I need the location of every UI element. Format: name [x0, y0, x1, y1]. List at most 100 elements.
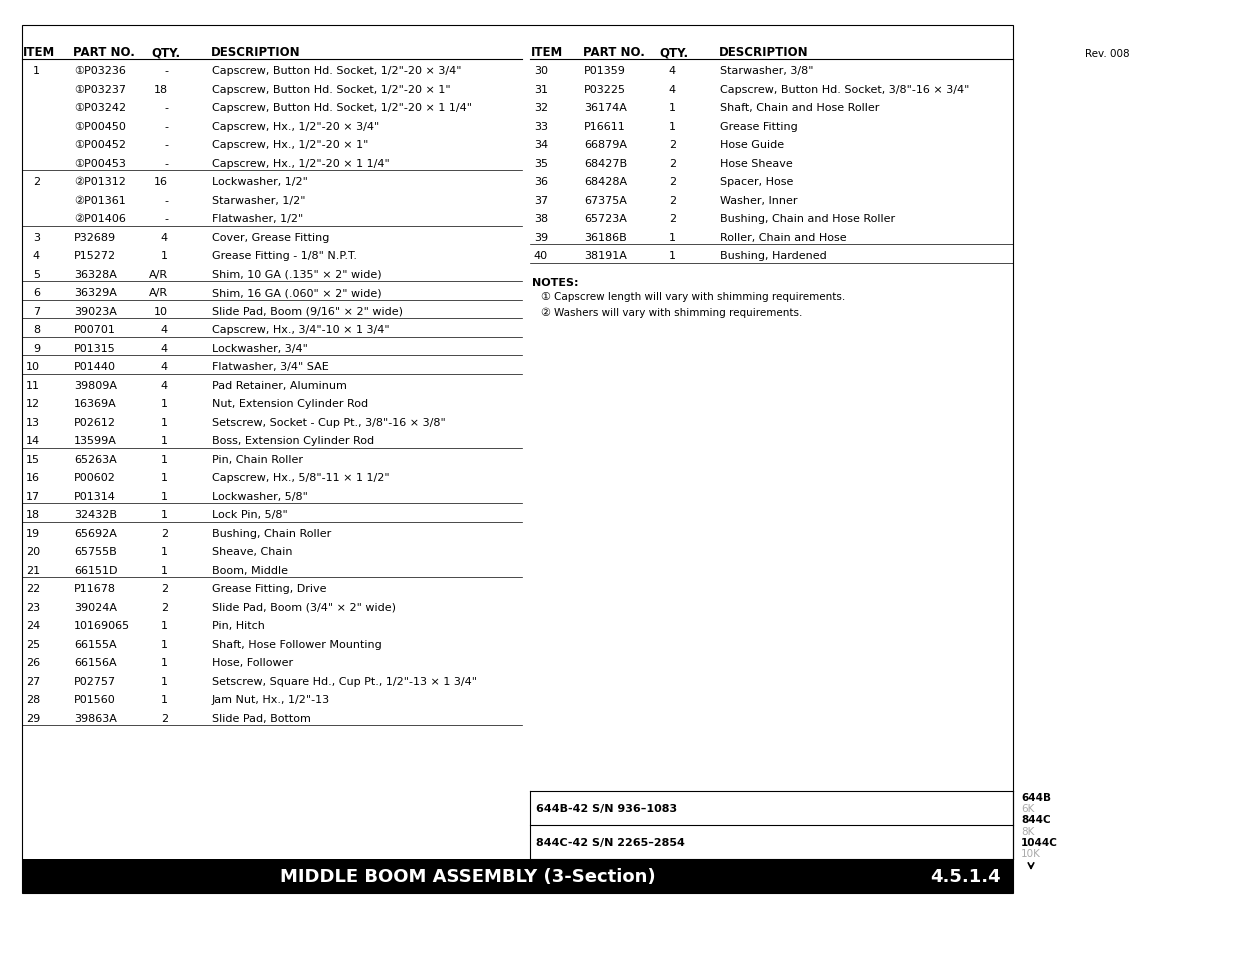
Text: 68427B: 68427B	[584, 159, 627, 169]
Text: 2: 2	[33, 177, 40, 188]
Text: 36186B: 36186B	[584, 233, 626, 243]
Text: Flatwasher, 3/4" SAE: Flatwasher, 3/4" SAE	[212, 362, 329, 372]
Text: 30: 30	[534, 67, 548, 76]
Text: ②P01361: ②P01361	[74, 195, 126, 206]
Text: Roller, Chain and Hose: Roller, Chain and Hose	[720, 233, 847, 243]
Text: 1: 1	[669, 103, 676, 113]
Text: 10K: 10K	[1021, 848, 1041, 859]
Text: Slide Pad, Boom (3/4" × 2" wide): Slide Pad, Boom (3/4" × 2" wide)	[212, 602, 396, 613]
Text: 24: 24	[26, 620, 40, 631]
Text: 4: 4	[669, 85, 676, 95]
Text: P02612: P02612	[74, 417, 116, 428]
Text: 1: 1	[669, 252, 676, 261]
Text: 2: 2	[669, 214, 676, 224]
Bar	[22, 26, 1013, 893]
Text: Grease Fitting: Grease Fitting	[720, 122, 798, 132]
Text: P03225: P03225	[584, 85, 626, 95]
Text: 65723A: 65723A	[584, 214, 627, 224]
Text: Setscrew, Socket - Cup Pt., 3/8"-16 × 3/8": Setscrew, Socket - Cup Pt., 3/8"-16 × 3/…	[212, 417, 446, 428]
Text: 4.5.1.4: 4.5.1.4	[930, 867, 1002, 885]
Text: 66156A: 66156A	[74, 658, 116, 668]
Text: Starwasher, 3/8": Starwasher, 3/8"	[720, 67, 814, 76]
Text: Pin, Chain Roller: Pin, Chain Roller	[212, 455, 303, 464]
Text: -: -	[164, 214, 168, 224]
Text: 38191A: 38191A	[584, 252, 627, 261]
Text: 13: 13	[26, 417, 40, 428]
Text: -: -	[164, 67, 168, 76]
Text: 1: 1	[161, 399, 168, 409]
Text: Washers will vary with shimming requirements.: Washers will vary with shimming requirem…	[555, 307, 803, 317]
Text: 22: 22	[26, 584, 40, 594]
Text: 39: 39	[534, 233, 548, 243]
Text: 844C: 844C	[1021, 815, 1051, 824]
Text: P15272: P15272	[74, 252, 116, 261]
Text: Capscrew length will vary with shimming requirements.: Capscrew length will vary with shimming …	[555, 293, 845, 302]
Text: 36329A: 36329A	[74, 288, 117, 298]
Text: 65755B: 65755B	[74, 547, 117, 557]
Text: 32432B: 32432B	[74, 510, 117, 520]
Text: 1: 1	[161, 639, 168, 649]
Text: P01440: P01440	[74, 362, 116, 372]
Text: Hose Sheave: Hose Sheave	[720, 159, 793, 169]
Text: P16611: P16611	[584, 122, 626, 132]
Text: 4: 4	[161, 362, 168, 372]
Text: 9: 9	[33, 344, 40, 354]
Text: 39024A: 39024A	[74, 602, 117, 613]
Text: 29: 29	[26, 713, 40, 723]
Text: Lock Pin, 5/8": Lock Pin, 5/8"	[212, 510, 288, 520]
Text: Slide Pad, Bottom: Slide Pad, Bottom	[212, 713, 311, 723]
Text: 1: 1	[161, 510, 168, 520]
Text: P01359: P01359	[584, 67, 626, 76]
Text: Boom, Middle: Boom, Middle	[212, 565, 288, 576]
Text: 18: 18	[26, 510, 40, 520]
Text: 36328A: 36328A	[74, 270, 117, 279]
Text: 16: 16	[154, 177, 168, 188]
Text: 39809A: 39809A	[74, 380, 117, 391]
Text: 67375A: 67375A	[584, 195, 627, 206]
Text: Grease Fitting, Drive: Grease Fitting, Drive	[212, 584, 326, 594]
Text: ①P03242: ①P03242	[74, 103, 126, 113]
Text: ①P00452: ①P00452	[74, 140, 126, 151]
Text: P01314: P01314	[74, 492, 116, 501]
Text: -: -	[164, 122, 168, 132]
Text: ①: ①	[540, 293, 550, 302]
Text: 33: 33	[534, 122, 548, 132]
Text: 10: 10	[154, 307, 168, 316]
Text: Hose Guide: Hose Guide	[720, 140, 784, 151]
Text: Washer, Inner: Washer, Inner	[720, 195, 798, 206]
Text: 37: 37	[534, 195, 548, 206]
Text: 14: 14	[26, 436, 40, 446]
Text: Pin, Hitch: Pin, Hitch	[212, 620, 264, 631]
Text: ①P03237: ①P03237	[74, 85, 126, 95]
Text: 1: 1	[161, 252, 168, 261]
Text: P01315: P01315	[74, 344, 116, 354]
Text: Nut, Extension Cylinder Rod: Nut, Extension Cylinder Rod	[212, 399, 368, 409]
Text: Boss, Extension Cylinder Rod: Boss, Extension Cylinder Rod	[212, 436, 374, 446]
Text: 36174A: 36174A	[584, 103, 627, 113]
Text: Capscrew, Hx., 1/2"-20 × 1": Capscrew, Hx., 1/2"-20 × 1"	[212, 140, 368, 151]
Text: Bushing, Hardened: Bushing, Hardened	[720, 252, 826, 261]
Text: 1: 1	[161, 547, 168, 557]
Text: Cover, Grease Fitting: Cover, Grease Fitting	[212, 233, 330, 243]
Text: 1: 1	[161, 620, 168, 631]
Text: 2: 2	[161, 602, 168, 613]
Text: 1044C: 1044C	[1021, 837, 1058, 847]
Text: ITEM: ITEM	[23, 46, 56, 59]
Text: 8: 8	[33, 325, 40, 335]
Text: 644B-42 S/N 936–1083: 644B-42 S/N 936–1083	[536, 803, 677, 813]
Text: Slide Pad, Boom (9/16" × 2" wide): Slide Pad, Boom (9/16" × 2" wide)	[212, 307, 403, 316]
Text: P00701: P00701	[74, 325, 116, 335]
Text: P01560: P01560	[74, 695, 116, 704]
Text: Shaft, Hose Follower Mounting: Shaft, Hose Follower Mounting	[212, 639, 382, 649]
Text: 27: 27	[26, 677, 40, 686]
Text: -: -	[164, 103, 168, 113]
Text: Rev. 008: Rev. 008	[1086, 49, 1130, 59]
Text: ②P01312: ②P01312	[74, 177, 126, 188]
Text: Capscrew, Button Hd. Socket, 3/8"-16 × 3/4": Capscrew, Button Hd. Socket, 3/8"-16 × 3…	[720, 85, 969, 95]
Text: ②P01406: ②P01406	[74, 214, 126, 224]
Text: Bushing, Chain Roller: Bushing, Chain Roller	[212, 528, 331, 538]
Text: 32: 32	[534, 103, 548, 113]
Text: MIDDLE BOOM ASSEMBLY (3-Section): MIDDLE BOOM ASSEMBLY (3-Section)	[280, 867, 656, 885]
Text: 2: 2	[161, 528, 168, 538]
Text: P11678: P11678	[74, 584, 116, 594]
